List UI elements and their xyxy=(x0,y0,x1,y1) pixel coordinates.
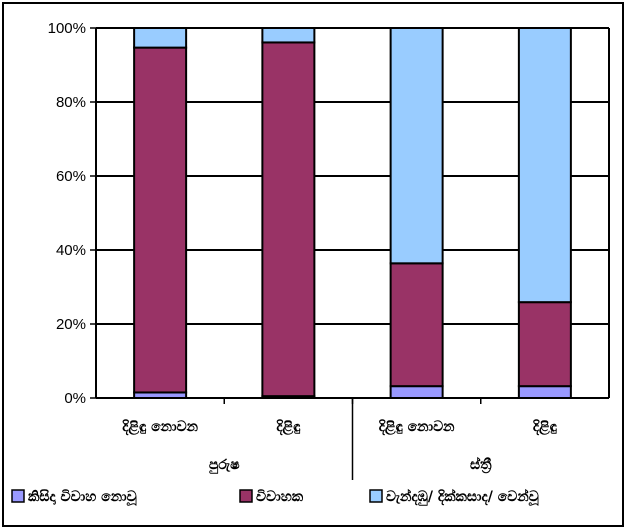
bar-segment xyxy=(389,262,444,388)
legend-label: කිසිදා විවාහ නොවූ xyxy=(28,489,137,507)
bar-segment xyxy=(261,27,316,44)
category-label: දිළිඳු xyxy=(533,419,558,436)
y-tick-label: 40% xyxy=(56,242,86,259)
legend-label: වැන්දඹු/ දික්කසාද/ වෙන්වූ xyxy=(386,488,539,507)
legend-label: විවාහක xyxy=(256,489,304,505)
category-label: දිළිඳු නොවන xyxy=(122,419,198,436)
bar-segment xyxy=(517,385,572,400)
legend: කිසිදා විවාහ නොවූ විවාහක වැන්දඹු/ දික්කසාද… xyxy=(11,488,539,507)
bar-segment xyxy=(133,27,188,49)
axes xyxy=(90,27,610,480)
y-tick-label: 60% xyxy=(56,168,86,185)
bar-segment xyxy=(517,301,572,388)
category-label: දිළිඳු නොවන xyxy=(379,419,455,436)
y-tick-labels: 0% 20% 40% 60% 80% 100% xyxy=(48,20,86,407)
category-label: දිළිඳු xyxy=(276,419,301,436)
y-tick-label: 0% xyxy=(64,390,86,407)
y-tick-label: 20% xyxy=(56,316,86,333)
bars xyxy=(133,27,572,400)
bar-segment xyxy=(517,27,572,304)
bar-segment xyxy=(389,27,444,265)
group-label: ස්ත්‍රී xyxy=(470,456,492,475)
legend-swatch xyxy=(11,489,25,503)
legend-swatch xyxy=(369,489,383,503)
group-label: පුරුෂ xyxy=(208,457,240,475)
y-tick-label: 80% xyxy=(56,94,86,111)
bar-segment xyxy=(389,385,444,400)
bar-segment xyxy=(261,41,316,398)
y-tick-label: 100% xyxy=(48,20,86,37)
bar-segment xyxy=(133,46,188,394)
category-labels: දිළිඳු නොවන දිළිඳු දිළිඳු නොවන දිළිඳු පුරුෂ ස… xyxy=(122,419,558,475)
legend-swatch xyxy=(239,489,253,503)
